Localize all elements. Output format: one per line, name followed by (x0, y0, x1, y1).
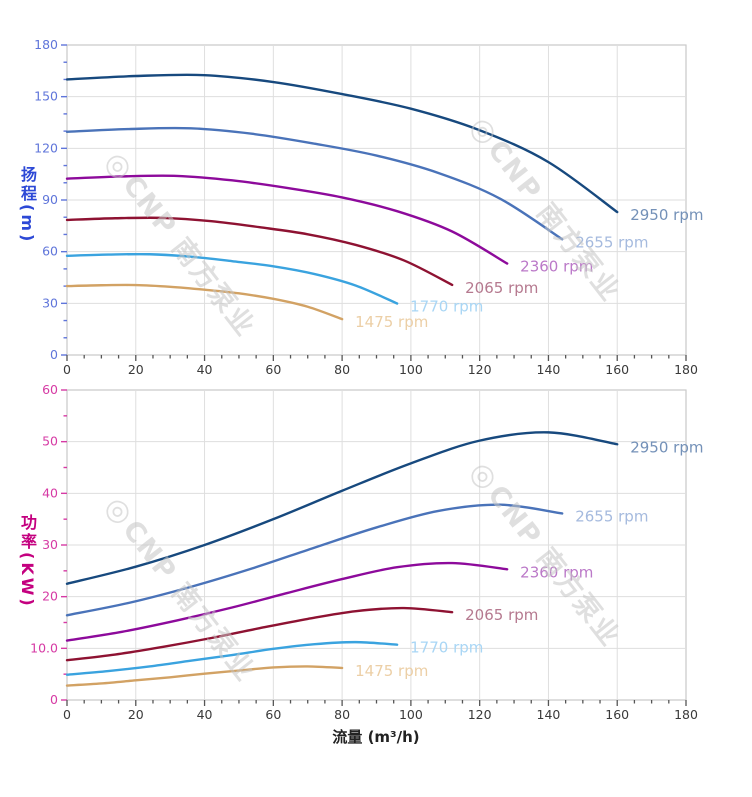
y-tick-label: 120 (34, 140, 58, 155)
y-tick-label: 0 (50, 347, 58, 362)
y-tick-label: 50 (42, 434, 58, 449)
x-tick-label: 80 (334, 707, 350, 722)
curve-1770rpm (65, 640, 399, 676)
curve-label-1475rpm: 1475 rpm (355, 662, 428, 680)
x-tick-label: 40 (197, 707, 213, 722)
curve-label-1770rpm: 1770 rpm (410, 639, 483, 657)
curve-2065rpm (65, 606, 454, 662)
curve-1475rpm (65, 283, 344, 321)
x-tick-label: 180 (674, 707, 698, 722)
power-curves-plot: 0 10.0 20 30 40 50 60 0 20 40 60 80 100 120 140 160 180 2… (30, 382, 703, 722)
y-tick-label: 150 (34, 89, 58, 104)
curve-2360rpm (65, 174, 509, 265)
curve-2950rpm (65, 73, 619, 214)
head-curves-plot: 0 30 60 90 120 150 180 0 20 40 60 80 100 120 140 160 180… (34, 37, 703, 377)
curve-label-2950rpm: 2950 rpm (630, 206, 703, 224)
curve-label-2065rpm: 2065 rpm (465, 279, 538, 297)
flow-axis-title: 流量 (m³/h) (332, 728, 420, 746)
curve-label-1770rpm: 1770 rpm (410, 298, 483, 316)
curve-label-2655rpm: 2655 rpm (575, 233, 648, 251)
power-axis-title-cjk: 功率 (18, 514, 37, 552)
y-tick-label: 180 (34, 37, 58, 52)
x-tick-label: 100 (399, 362, 423, 377)
gridlines (67, 390, 686, 700)
y-tick-label: 40 (42, 485, 58, 500)
head-axis-title-cjk: 扬程 (18, 166, 37, 204)
curve-label-2360rpm: 2360 rpm (520, 258, 593, 276)
y-tick-label: 0 (50, 692, 58, 707)
curve-2065rpm (65, 216, 454, 287)
curve-2360rpm (65, 561, 509, 642)
x-tick-label: 100 (399, 707, 423, 722)
x-tick-label: 20 (128, 707, 144, 722)
x-tick-label: 60 (265, 362, 281, 377)
curve-1770rpm (65, 252, 399, 305)
y-tick-label: 20 (42, 589, 58, 604)
head-axis-title-unit: (m) (18, 204, 37, 245)
x-tick-label: 60 (265, 707, 281, 722)
curve-label-2360rpm: 2360 rpm (520, 563, 593, 581)
y-tick-label: 60 (42, 382, 58, 397)
x-tick-label: 40 (197, 362, 213, 377)
x-tick-label: 0 (63, 362, 71, 377)
curve-label-2950rpm: 2950 rpm (630, 438, 703, 456)
x-tick-label: 140 (537, 362, 561, 377)
gridlines (67, 45, 686, 355)
curve-2655rpm (65, 126, 564, 241)
y-tick-label: 10.0 (30, 640, 58, 655)
x-tick-label: 140 (537, 707, 561, 722)
curve-label-2655rpm: 2655 rpm (575, 507, 648, 525)
x-tick-label: 80 (334, 362, 350, 377)
x-ticks (66, 355, 687, 361)
x-tick-label: 20 (128, 362, 144, 377)
y-tick-label: 60 (42, 244, 58, 259)
curve-label-1475rpm: 1475 rpm (355, 313, 428, 331)
y-tick-label: 30 (42, 537, 58, 552)
x-tick-label: 120 (468, 707, 492, 722)
y-tick-label: 90 (42, 192, 58, 207)
x-tick-label: 120 (468, 362, 492, 377)
x-ticks (66, 700, 687, 706)
x-tick-label: 160 (605, 362, 629, 377)
x-tick-label: 180 (674, 362, 698, 377)
power-axis-title: 功率(KW) (18, 514, 37, 609)
head-axis-title: 扬程(m) (18, 166, 37, 245)
y-ticks (61, 389, 67, 701)
power-axis-title-unit: (KW) (18, 552, 37, 609)
curve-label-2065rpm: 2065 rpm (465, 606, 538, 624)
x-tick-label: 160 (605, 707, 629, 722)
x-tick-label: 0 (63, 707, 71, 722)
curve-2655rpm (65, 503, 564, 617)
y-ticks (61, 44, 67, 356)
curve-1475rpm (65, 665, 344, 687)
y-tick-label: 30 (42, 295, 58, 310)
curve-2950rpm (65, 431, 619, 585)
